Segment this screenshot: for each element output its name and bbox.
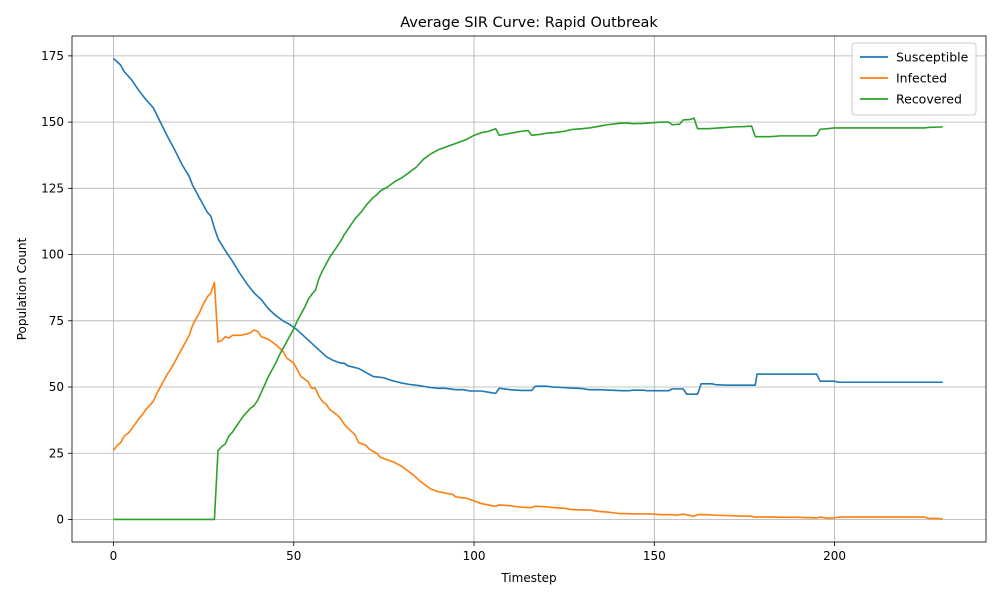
legend-label-infected: Infected	[896, 71, 947, 86]
y-axis-title: Population Count	[15, 237, 29, 340]
y-tick-label: 150	[41, 115, 64, 129]
y-tick-label: 75	[49, 314, 64, 328]
grid-lines	[72, 36, 986, 542]
x-tick-label: 150	[643, 549, 666, 563]
series-lines	[112, 57, 943, 521]
series-line-recovered	[113, 117, 943, 521]
legend: Susceptible Infected Recovered	[851, 42, 977, 116]
y-tick-label: 125	[41, 181, 64, 195]
x-tick-label: 50	[286, 549, 301, 563]
series-line-infected	[112, 281, 943, 520]
x-axis-title: Timestep	[500, 571, 556, 585]
chart-title: Average SIR Curve: Rapid Outbreak	[400, 15, 658, 31]
y-tick-label: 0	[56, 512, 64, 526]
legend-label-recovered: Recovered	[896, 92, 962, 107]
y-tick-label: 100	[41, 248, 64, 262]
legend-box	[851, 42, 977, 116]
x-tick-label: 200	[823, 549, 846, 563]
y-tick-label: 50	[49, 380, 64, 394]
y-tick-label: 175	[41, 49, 64, 63]
y-tick-label: 25	[49, 446, 64, 460]
plot-frame	[71, 35, 987, 543]
legend-label-susceptible: Susceptible	[896, 50, 969, 65]
x-tick-label: 100	[463, 549, 486, 563]
series-line-susceptible	[112, 57, 943, 395]
x-tick-label: 0	[110, 549, 118, 563]
axis-ticks: 0 50 100 150 200 0 25 50 75 100 125 150 175	[41, 49, 846, 563]
